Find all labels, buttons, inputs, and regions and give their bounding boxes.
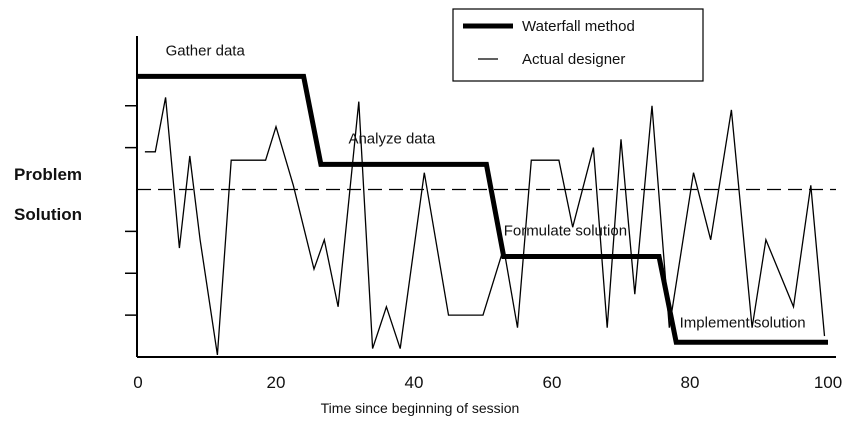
legend: Waterfall method Actual designer	[452, 8, 704, 82]
series-layer	[138, 73, 828, 355]
x-tick-labels: 0 20 40 60 80 100	[133, 373, 842, 392]
phase-label-3: Implement solution	[680, 315, 806, 332]
phase-label-0: Gather data	[166, 43, 246, 60]
x-tick-label-2: 40	[405, 373, 424, 392]
x-axis-label: Time since beginning of session	[321, 400, 520, 416]
x-tick-label-0: 0	[133, 373, 142, 392]
series-line-actual-designer	[144, 97, 826, 355]
series-line-waterfall-method	[138, 73, 828, 345]
x-tick-label-4: 80	[681, 373, 700, 392]
phase-label-2: Formulate solution	[504, 223, 627, 240]
phase-label-1: Analyze data	[348, 130, 435, 147]
solution-label: Solution	[14, 205, 82, 224]
legend-box	[452, 8, 704, 82]
x-tick-label-3: 60	[543, 373, 562, 392]
legend-label-waterfall: Waterfall method	[522, 18, 635, 35]
x-tick-label-1: 20	[267, 373, 286, 392]
y-ticks	[125, 105, 137, 316]
legend-label-actual: Actual designer	[522, 51, 625, 68]
problem-label: Problem	[14, 165, 82, 184]
x-tick-label-5: 100	[814, 373, 842, 392]
phase-labels: Gather data Analyze data Formulate solutio…	[166, 43, 806, 332]
axes	[136, 36, 836, 358]
